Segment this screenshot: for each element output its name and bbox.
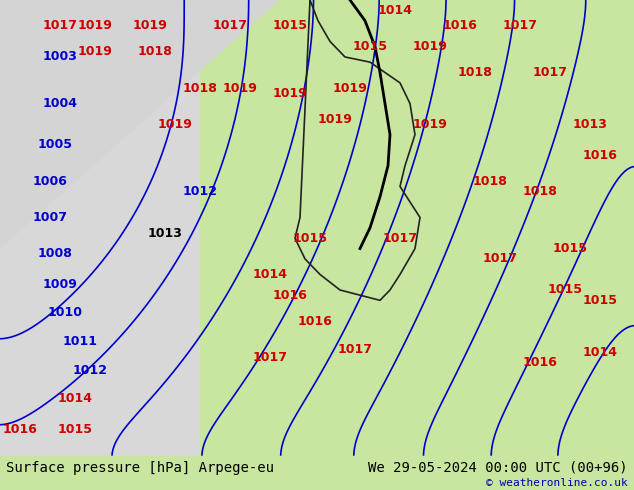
Text: 1014: 1014 [252,268,287,281]
Text: 1016: 1016 [3,423,37,436]
Text: 1019: 1019 [413,118,448,131]
Text: 1017: 1017 [503,20,538,32]
Text: 1015: 1015 [353,40,387,53]
Text: 1013: 1013 [148,226,183,240]
Text: We 29-05-2024 00:00 UTC (00+96): We 29-05-2024 00:00 UTC (00+96) [368,461,628,475]
Text: 1015: 1015 [292,232,328,245]
Text: 1014: 1014 [583,345,618,359]
Text: 1019: 1019 [158,118,193,131]
Text: 1006: 1006 [32,175,67,188]
Text: © weatheronline.co.uk: © weatheronline.co.uk [486,478,628,488]
Text: 1016: 1016 [583,149,618,162]
Text: 1012: 1012 [72,364,108,377]
Text: 1004: 1004 [42,97,77,110]
Text: 1019: 1019 [77,20,112,32]
Text: 1013: 1013 [573,118,607,131]
Text: 1005: 1005 [37,139,72,151]
Text: 1015: 1015 [548,284,583,296]
Text: 1014: 1014 [377,4,413,17]
Text: 1017: 1017 [212,20,247,32]
Text: 1012: 1012 [183,185,217,198]
Text: 1017: 1017 [337,343,373,356]
Text: 1007: 1007 [32,211,67,224]
Text: 1018: 1018 [138,45,172,58]
Text: 1015: 1015 [583,294,618,307]
Text: 1015: 1015 [58,423,93,436]
Polygon shape [0,0,634,456]
Text: 1019: 1019 [333,81,368,95]
Text: 1019: 1019 [318,113,353,125]
Text: 1011: 1011 [63,335,98,348]
Text: 1016: 1016 [297,315,332,327]
Text: 1017: 1017 [482,252,517,266]
Text: 1010: 1010 [48,306,82,319]
Text: 1015: 1015 [273,20,307,32]
Text: Surface pressure [hPa] Arpege-eu: Surface pressure [hPa] Arpege-eu [6,461,275,475]
Text: 1019: 1019 [223,81,257,95]
Text: 1016: 1016 [443,20,477,32]
Text: 1003: 1003 [42,50,77,64]
Text: 1017: 1017 [252,351,287,364]
Text: 1018: 1018 [522,185,557,198]
Text: 1016: 1016 [273,289,307,302]
Text: 1017: 1017 [533,66,567,79]
Polygon shape [0,0,280,248]
Text: 1017: 1017 [382,232,418,245]
Text: 1015: 1015 [552,242,588,255]
Text: 1019: 1019 [413,40,448,53]
Text: 1019: 1019 [77,45,112,58]
Text: 1018: 1018 [183,81,217,95]
Text: 1018: 1018 [458,66,493,79]
Text: 1017: 1017 [42,20,77,32]
Text: 1019: 1019 [133,20,167,32]
Text: 1008: 1008 [37,247,72,260]
Text: 1009: 1009 [42,278,77,292]
Text: 1019: 1019 [273,87,307,99]
Text: 1016: 1016 [522,356,557,369]
Text: 1018: 1018 [472,175,507,188]
Polygon shape [0,0,200,456]
Text: 1014: 1014 [58,392,93,405]
